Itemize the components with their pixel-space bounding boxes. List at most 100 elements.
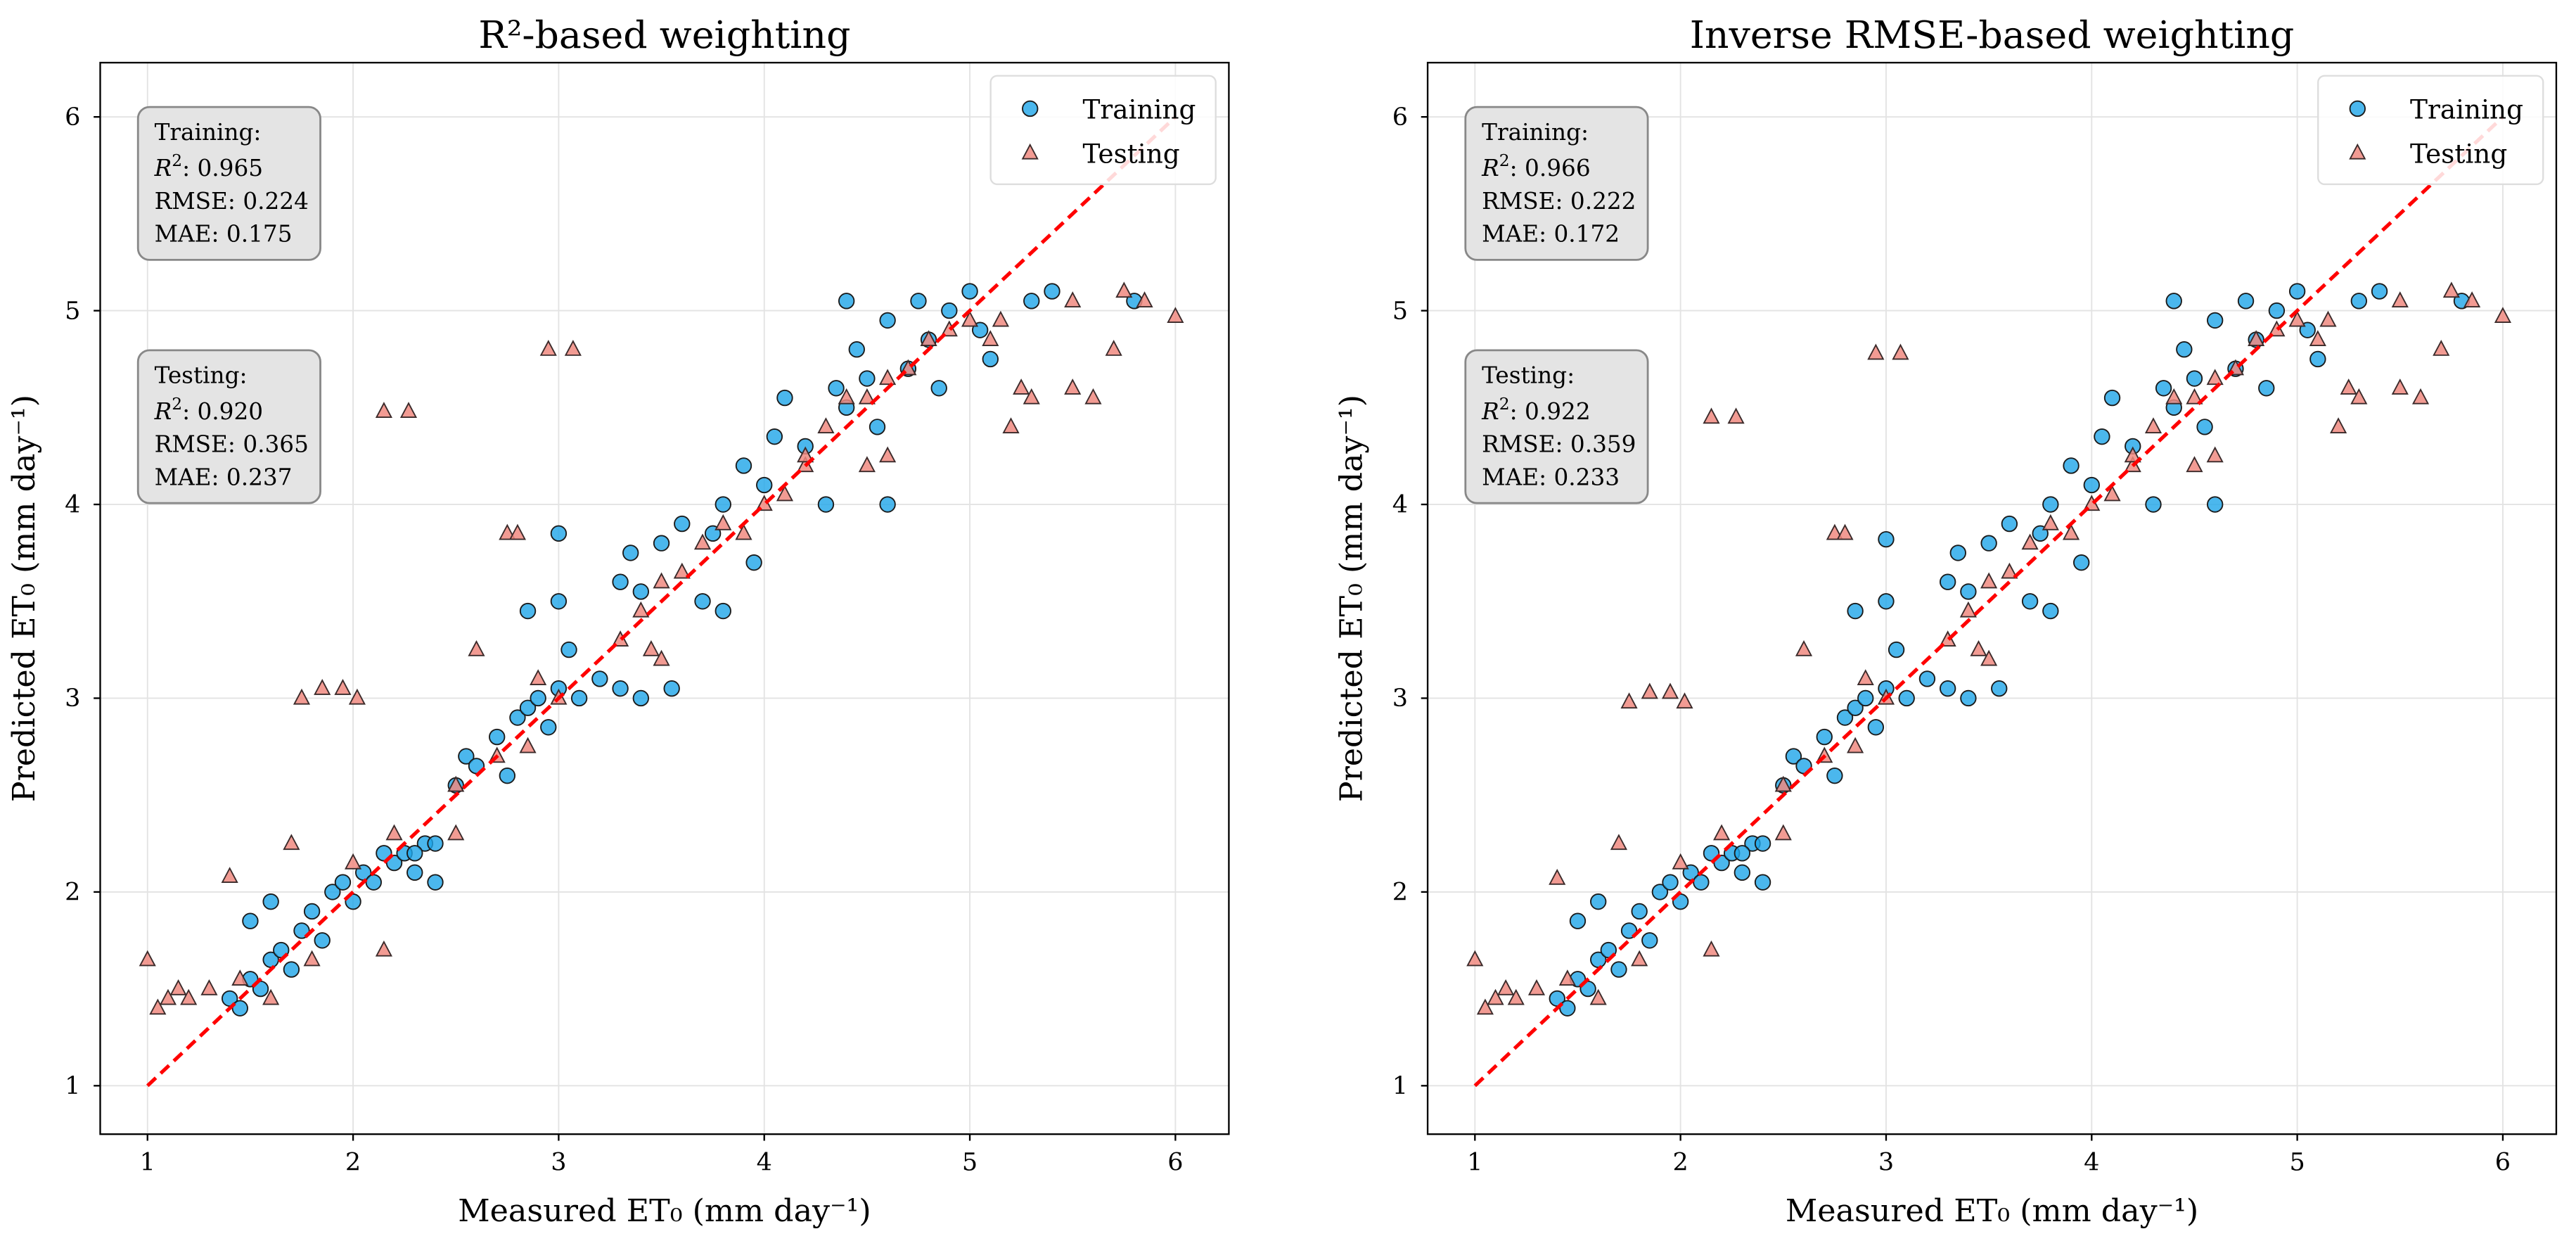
testing-point [838, 388, 855, 405]
training-metrics-box [136, 106, 321, 261]
training-point [2021, 593, 2039, 610]
testing-point [1549, 868, 1566, 885]
training-point [2237, 293, 2255, 310]
testing-point [375, 402, 392, 418]
testing-heading: Testing: [155, 362, 248, 389]
testing-point [1023, 388, 1040, 405]
chart-title: R²-based weighting [478, 13, 850, 57]
training-point [622, 545, 639, 561]
testing-point [1064, 378, 1082, 395]
chart-panel-1: 1 2 3 4 5 6 1 2 3 4 5 6 R²-based weighting Measured E… [6, 13, 1230, 1229]
testing-point [1620, 692, 1638, 709]
testing-point [797, 446, 814, 463]
r2-symbol: R [154, 155, 172, 182]
y-tick-label: 3 [65, 684, 80, 713]
testing-point [1661, 682, 1679, 699]
testing-point [2001, 562, 2018, 579]
training-point [1918, 670, 1936, 687]
training-point [2073, 554, 2090, 571]
y-tick-label: 6 [65, 103, 80, 132]
training-point [2165, 293, 2182, 310]
testing-point [1774, 824, 1792, 841]
y-tick-label: 6 [1392, 103, 1408, 132]
training-point [1754, 835, 1771, 852]
testing-mae: MAE: 0.237 [155, 464, 293, 490]
training-point [982, 350, 999, 368]
testing-point [1703, 940, 1720, 957]
training-point [2350, 293, 2368, 310]
training-point [499, 767, 515, 784]
testing-point [982, 330, 999, 347]
testing-point [1084, 388, 1102, 405]
training-point [694, 593, 711, 610]
training-point [817, 496, 835, 513]
legend-box [989, 75, 1217, 186]
legend-testing-marker [1021, 143, 1039, 160]
training-point [1991, 680, 2008, 697]
legend-training-marker [2349, 100, 2366, 117]
training-point [828, 380, 845, 397]
training-point [715, 602, 731, 620]
chart-title: Inverse RMSE-based weighting [1690, 13, 2295, 57]
training-point [560, 641, 577, 658]
testing-point [2442, 281, 2460, 298]
testing-point [508, 523, 526, 540]
r2-symbol: R [1481, 155, 1499, 182]
testing-metrics-box [136, 349, 321, 504]
testing-point [180, 988, 198, 1005]
testing-point [1826, 523, 1843, 540]
y-tick-label: 5 [1392, 296, 1408, 325]
training-point [2155, 380, 2172, 397]
training-point [324, 884, 341, 900]
testing-point [262, 988, 280, 1005]
training-point [1651, 884, 1669, 900]
testing-point [1013, 378, 1030, 395]
training-point [489, 728, 506, 746]
training-point [869, 419, 886, 435]
legend-training-marker [1022, 100, 1039, 117]
training-point [519, 602, 537, 620]
testing-point [283, 834, 300, 851]
testing-point [447, 775, 465, 792]
testing-point [1727, 407, 1745, 424]
testing-rmse: RMSE: 0.365 [155, 431, 309, 458]
testing-point [1892, 343, 1909, 360]
testing-r2-value: : 0.920 [182, 398, 263, 425]
x-tick-label: 3 [551, 1148, 566, 1177]
training-point [427, 874, 444, 891]
training-point [550, 525, 568, 542]
testing-point [375, 940, 392, 957]
training-point [910, 293, 927, 310]
testing-heading: Testing: [1482, 362, 1575, 389]
training-point [1878, 530, 1895, 548]
x-axis-label: Measured ET₀ (mm day⁻¹) [458, 1193, 871, 1229]
x-tick-label: 5 [962, 1148, 978, 1177]
testing-point [1002, 417, 1020, 433]
testing-point [334, 679, 352, 695]
testing-point [1105, 340, 1122, 356]
testing-point [632, 601, 650, 618]
training-point [2063, 457, 2080, 474]
training-heading: Training: [1482, 119, 1589, 146]
testing-point [2248, 330, 2265, 347]
testing-point [693, 533, 712, 550]
training-point [879, 312, 896, 329]
testing-point [2042, 514, 2059, 530]
training-point [674, 515, 691, 533]
r2-symbol: R [154, 398, 172, 425]
testing-point [858, 456, 876, 473]
testing-point [920, 330, 937, 347]
x-tick-label: 5 [2289, 1148, 2305, 1177]
testing-point [1610, 834, 1628, 851]
testing-point [1970, 639, 1987, 656]
training-point [2145, 496, 2162, 513]
testing-point [879, 369, 897, 386]
testing-point [2494, 307, 2512, 323]
y-tick-label: 1 [65, 1071, 80, 1100]
x-tick-label: 6 [1167, 1148, 1183, 1177]
r2-superscript: 2 [1499, 394, 1510, 414]
testing-point [519, 737, 537, 753]
training-point [1960, 583, 1977, 600]
training-point [303, 903, 321, 920]
